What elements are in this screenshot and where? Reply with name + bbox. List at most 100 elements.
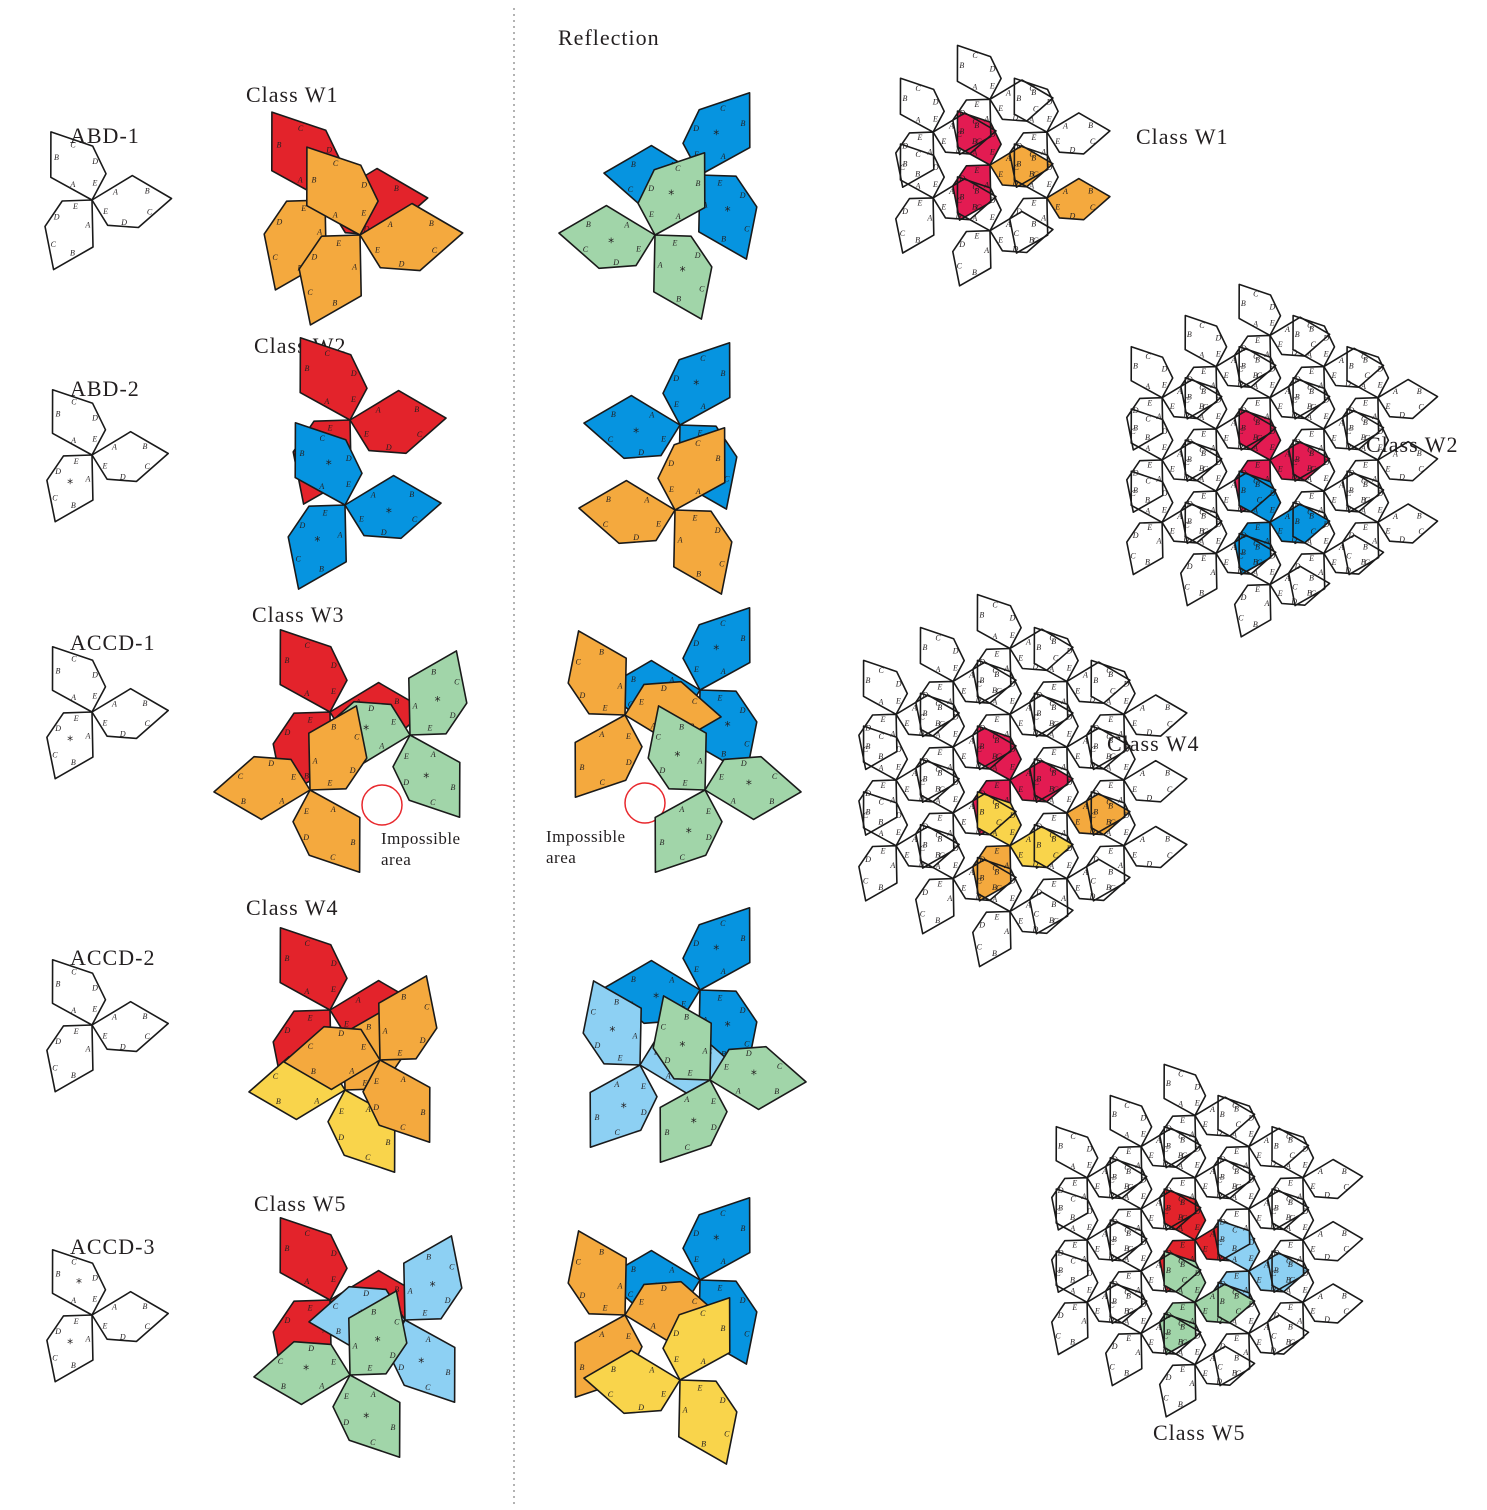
vertex-label: D <box>745 1049 752 1058</box>
vertex-label: E <box>960 752 966 761</box>
impossible-label-right-1: Impossible <box>546 827 626 846</box>
vertex-label: B <box>386 1138 391 1147</box>
vertex-label: C <box>370 1438 376 1447</box>
vertex-label: A <box>351 263 357 272</box>
vertex-label: E <box>668 485 674 494</box>
vertex-label: A <box>1134 1286 1140 1295</box>
vertex-label: C <box>147 208 153 217</box>
vertex-label: B <box>1220 1173 1225 1182</box>
vertex-label: D <box>672 1329 679 1338</box>
vertex-label: B <box>1145 433 1150 442</box>
vertex-label: D <box>932 97 939 106</box>
pentagon-tile <box>1009 825 1074 869</box>
vertex-label: B <box>992 752 997 761</box>
vertex-label: A <box>303 987 309 996</box>
star-mark: * <box>67 1337 73 1351</box>
vertex-label: E <box>1071 1241 1077 1250</box>
vertex-label: A <box>332 210 338 219</box>
vertex-label: D <box>325 146 332 155</box>
vertex-label: D <box>53 213 60 222</box>
pentagon-tile <box>1194 1283 1256 1324</box>
vertex-label: A <box>1296 1317 1302 1326</box>
vertex-label: B <box>1180 1260 1185 1269</box>
vertex-label: A <box>1296 1192 1302 1201</box>
pentagon-tile <box>307 705 368 791</box>
vertex-label: C <box>1364 371 1370 380</box>
vertex-label: E <box>1254 523 1260 532</box>
vertex-label: B <box>1088 187 1093 196</box>
vertex-label: B <box>241 797 246 806</box>
vertex-label: C <box>863 745 869 754</box>
pentagon-tile <box>894 197 935 254</box>
vertex-label: C <box>1178 1319 1184 1328</box>
star-mark: * <box>418 1355 424 1369</box>
vertex-label: E <box>1148 1276 1154 1285</box>
vertex-label: E <box>1009 894 1015 903</box>
vertex-label: D <box>1247 1238 1254 1247</box>
vertex-label: C <box>365 1153 371 1162</box>
vertex-label: A <box>1005 154 1011 163</box>
vertex-label: B <box>959 193 964 202</box>
vertex-label: D <box>1269 1159 1276 1168</box>
vertex-label: A <box>1105 763 1111 772</box>
vertex-label: D <box>1322 333 1329 342</box>
vertex-label: D <box>1015 207 1022 216</box>
vertex-label: C <box>1182 1338 1188 1347</box>
pentagon-tile <box>971 647 1012 705</box>
vertex-label: E <box>693 665 699 674</box>
vertex-label: E <box>932 114 938 123</box>
vertex-label: A <box>877 763 883 772</box>
vertex-label: C <box>692 697 698 706</box>
vertex-label: E <box>687 1069 693 1078</box>
vertex-label: B <box>1253 620 1258 629</box>
vertex-label: C <box>1106 666 1112 675</box>
vertex-label: C <box>1055 1331 1061 1340</box>
vertex-label: D <box>1219 1155 1226 1164</box>
vertex-label: D <box>958 240 965 249</box>
pentagon-tile <box>1238 345 1282 399</box>
vertex-label: B <box>1255 356 1260 365</box>
vertex-label: A <box>312 756 318 765</box>
vertex-label: D <box>1057 1311 1064 1320</box>
vertex-label: B <box>865 676 870 685</box>
vertex-label: D <box>664 1056 671 1065</box>
vertex-label: E <box>1107 847 1113 856</box>
vertex-label: D <box>1092 789 1099 798</box>
vertex-label: A <box>1263 474 1269 483</box>
vertex-label: D <box>267 759 274 768</box>
vertex-label: B <box>1363 543 1368 552</box>
pentagon-tile <box>1130 345 1174 399</box>
vertex-label: A <box>1156 412 1162 421</box>
vertex-label: C <box>1110 687 1116 696</box>
vertex-label: D <box>284 728 291 737</box>
vertex-label: B <box>1070 1213 1075 1222</box>
pentagon-tile <box>1109 1157 1153 1210</box>
proto-label-accd1: ACCD-1 <box>70 630 155 655</box>
vertex-label: C <box>957 196 963 205</box>
vertex-label: D <box>398 260 405 269</box>
vertex-label: B <box>1070 1275 1075 1284</box>
vertex-label: B <box>1049 916 1054 925</box>
vertex-label: B <box>1124 1307 1129 1316</box>
vertex-label: C <box>1091 745 1097 754</box>
vertex-label: C <box>628 1290 634 1299</box>
pentagon-tile <box>659 1079 728 1163</box>
vertex-label: B <box>319 564 324 573</box>
vertex-label: A <box>111 1013 117 1022</box>
vertex-label: B <box>1108 670 1113 679</box>
vertex-label: B <box>1361 558 1366 567</box>
vertex-label: C <box>1184 583 1190 592</box>
vertex-label: C <box>1232 1163 1238 1172</box>
vertex-label: B <box>394 697 399 706</box>
vertex-label: E <box>330 1275 336 1284</box>
vertex-label: B <box>611 1365 616 1374</box>
vertex-label: A <box>1317 506 1323 515</box>
vertex-label: D <box>692 124 699 133</box>
vertex-label: B <box>1199 527 1204 536</box>
vertex-label: E <box>1194 1348 1200 1357</box>
vertex-label: E <box>73 457 79 466</box>
vertex-label: E <box>1066 729 1072 738</box>
vertex-label: A <box>1263 1198 1269 1207</box>
vertex-label: A <box>1144 444 1150 453</box>
vertex-label: C <box>1090 137 1096 146</box>
